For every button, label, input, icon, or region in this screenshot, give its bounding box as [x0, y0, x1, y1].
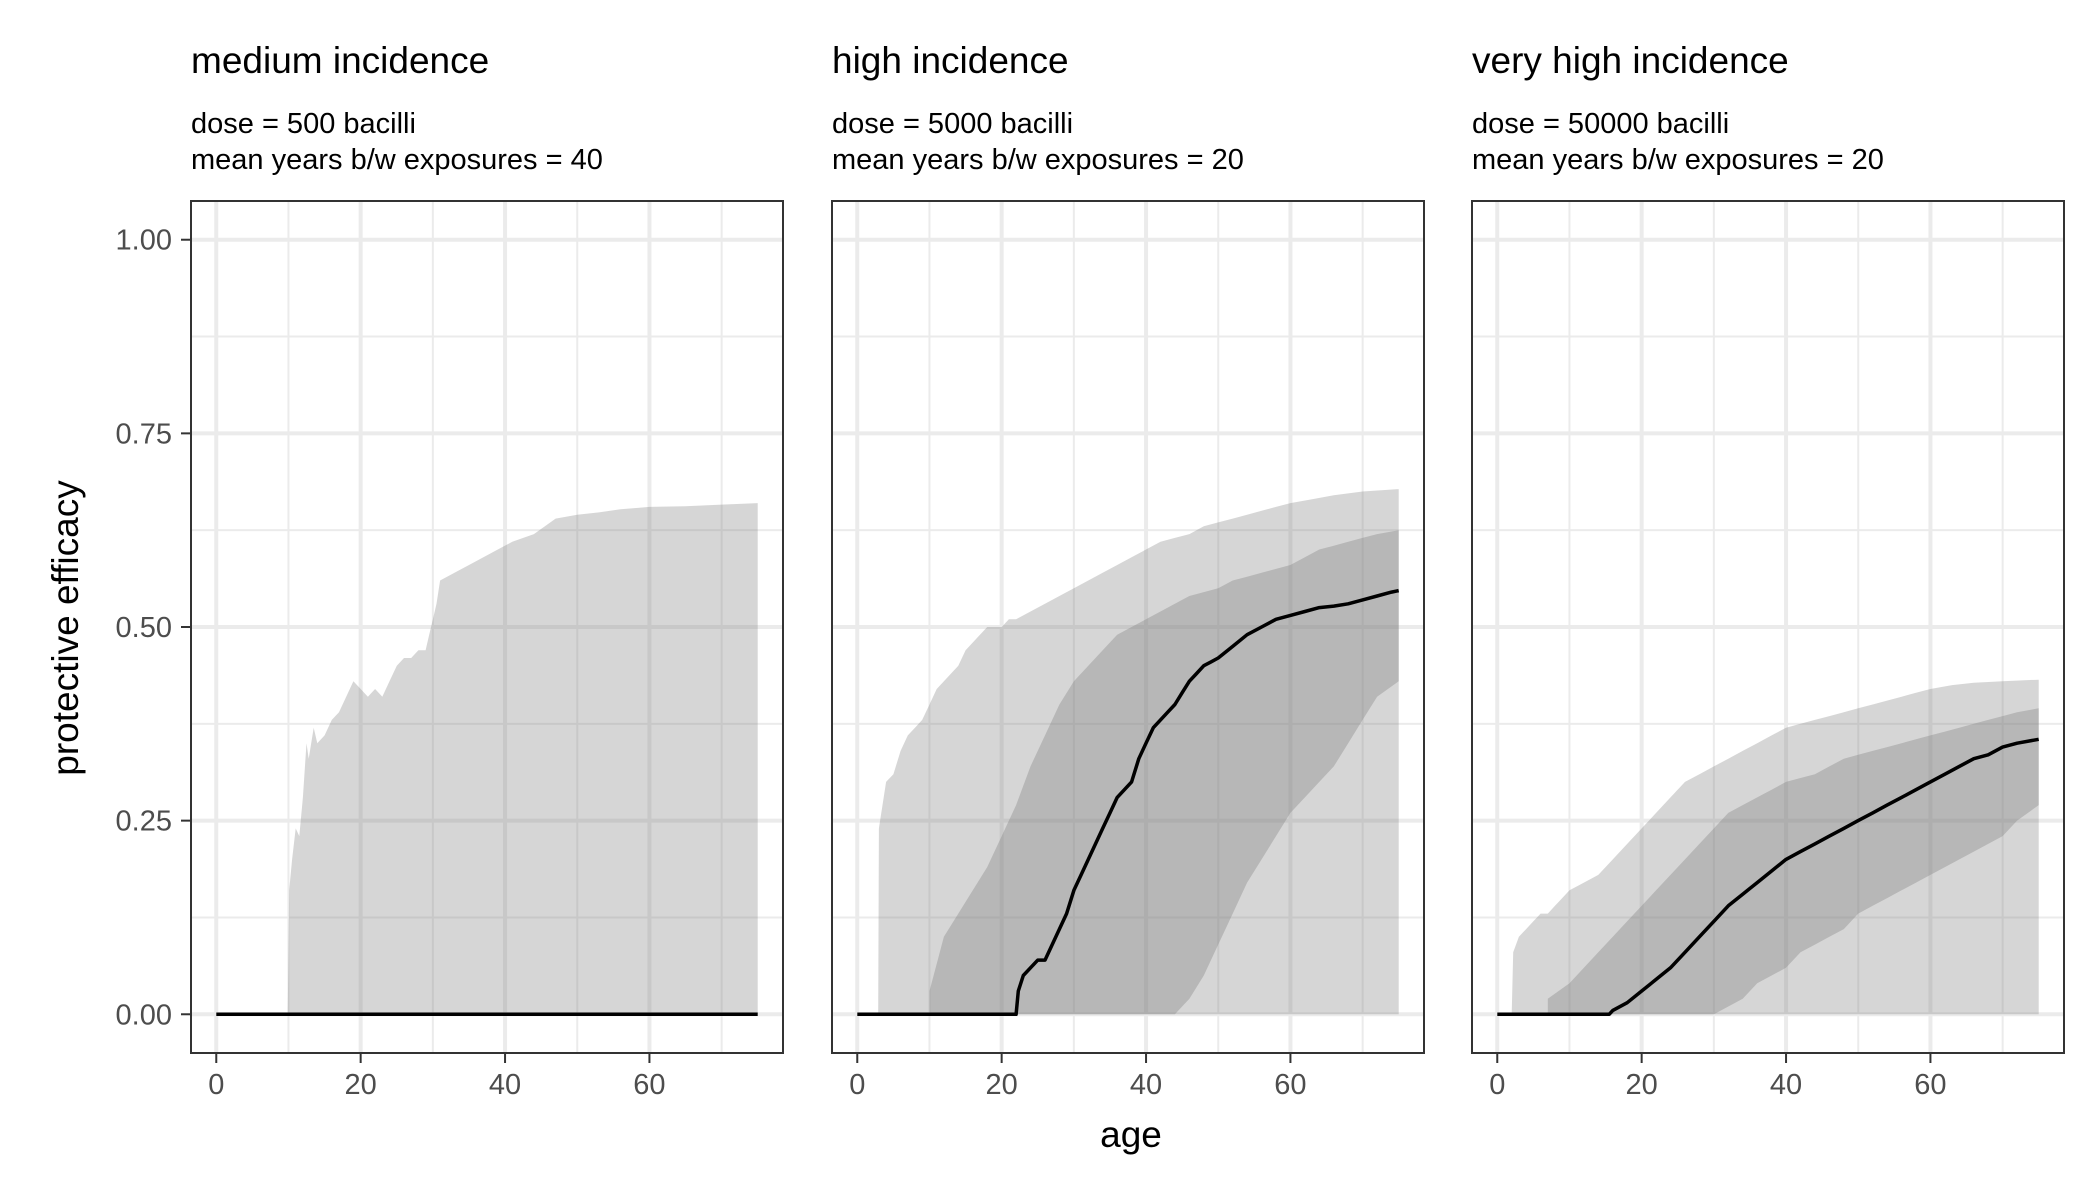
outer-uncertainty-band: [857, 489, 1399, 1015]
panel-subtitle-line: dose = 5000 bacilli: [832, 108, 1073, 140]
x-tick-label: 0: [208, 1069, 224, 1101]
x-tick-label: 20: [986, 1069, 1018, 1101]
y-tick-label: 0.50: [116, 612, 172, 644]
panel-subtitle-line: mean years b/w exposures = 20: [1472, 144, 1884, 176]
x-tick-label: 40: [489, 1069, 521, 1101]
panel-2: high incidence dose = 5000 bacilli mean ye…: [831, 40, 1425, 1101]
panel-1: medium incidence dose = 500 bacilli mean y…: [116, 40, 784, 1101]
y-tick-label: 0.25: [116, 806, 172, 838]
x-tick-label: 0: [849, 1069, 865, 1101]
inner-uncertainty-band: [1547, 708, 2039, 1015]
x-tick-label: 20: [1626, 1069, 1658, 1101]
x-tick-label: 60: [1274, 1069, 1306, 1101]
x-tick-label: 60: [633, 1069, 665, 1101]
outer-uncertainty-band: [216, 503, 758, 1015]
x-tick-label: 40: [1130, 1069, 1162, 1101]
x-tick-label: 0: [1489, 1069, 1505, 1101]
outer-uncertainty-band: [1497, 679, 2039, 1015]
panel-title: high incidence: [832, 40, 1069, 81]
panel-subtitle-line: mean years b/w exposures = 20: [832, 144, 1244, 176]
panel-border: [1471, 200, 2065, 1054]
panel-3: very high incidence dose = 50000 bacilli m…: [1471, 40, 2065, 1101]
panel-title: medium incidence: [191, 40, 489, 81]
median-line: [1497, 737, 2040, 1017]
panel-title: very high incidence: [1472, 40, 1789, 81]
panel-subtitle-line: dose = 50000 bacilli: [1472, 108, 1729, 140]
y-axis-label: protective efficacy: [45, 480, 86, 776]
panel-subtitle-line: dose = 500 bacilli: [191, 108, 416, 140]
y-tick-label: 0.00: [116, 999, 172, 1031]
y-tick-label: 0.75: [116, 418, 172, 450]
x-tick-label: 40: [1770, 1069, 1802, 1101]
x-tick-label: 60: [1914, 1069, 1946, 1101]
panel-subtitle-line: mean years b/w exposures = 40: [191, 144, 603, 176]
panel-border: [831, 200, 1425, 1054]
median-line: [857, 588, 1400, 1017]
inner-uncertainty-band: [929, 530, 1399, 1015]
x-tick-label: 20: [345, 1069, 377, 1101]
y-tick-label: 1.00: [116, 225, 172, 257]
x-axis-label: age: [1100, 1114, 1162, 1155]
